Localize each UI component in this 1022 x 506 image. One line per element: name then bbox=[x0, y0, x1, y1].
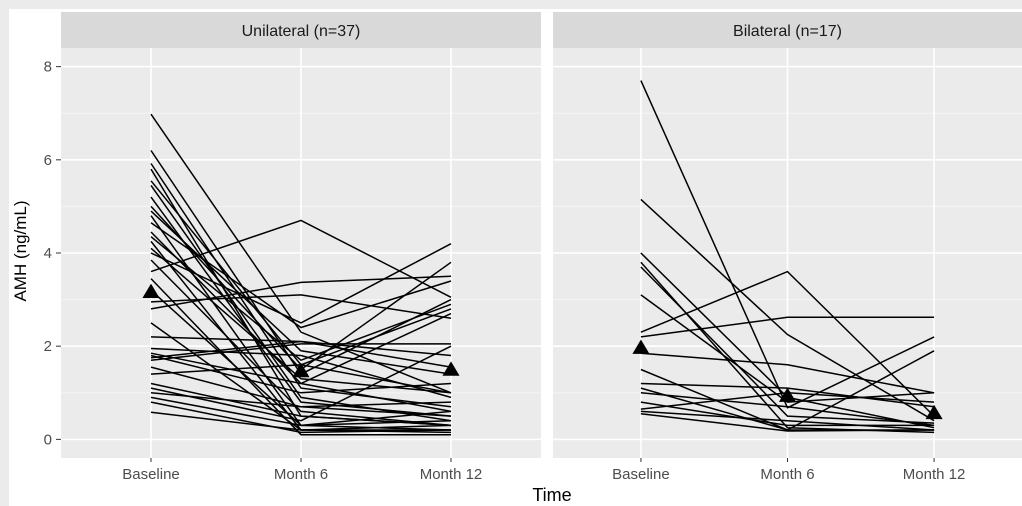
subject-line bbox=[150, 382, 452, 427]
subject-line bbox=[150, 259, 452, 427]
facet-strip bbox=[61, 12, 541, 48]
y-tick-label: 6 bbox=[44, 152, 52, 169]
subject-line bbox=[150, 392, 452, 408]
subject-line bbox=[150, 340, 452, 368]
subject-line bbox=[150, 222, 452, 329]
subject-line bbox=[150, 411, 452, 431]
subject-line bbox=[150, 343, 451, 361]
y-tick-label: 8 bbox=[44, 59, 52, 76]
subject-lines bbox=[640, 80, 935, 434]
subject-lines bbox=[150, 113, 452, 436]
x-tick-label: Month 6 bbox=[274, 466, 328, 483]
subject-line bbox=[150, 247, 452, 394]
x-axis-title: Time bbox=[532, 485, 571, 505]
mean-marker bbox=[778, 387, 797, 402]
subject-line bbox=[640, 266, 935, 424]
subject-line bbox=[150, 219, 452, 298]
y-axis: 0 2 4 6 8 bbox=[44, 59, 61, 448]
subject-line bbox=[150, 275, 452, 310]
mean-marker bbox=[142, 283, 160, 299]
subject-line bbox=[150, 236, 452, 362]
subject-line bbox=[150, 163, 452, 408]
y-axis-title: AMH (ng/mL) bbox=[11, 200, 30, 301]
subject-line bbox=[640, 316, 935, 338]
mean-marker bbox=[632, 339, 650, 354]
subject-line bbox=[150, 354, 452, 394]
subject-line bbox=[640, 410, 935, 431]
y-tick-label: 0 bbox=[44, 431, 52, 448]
subject-line bbox=[640, 350, 935, 431]
subject-line bbox=[150, 401, 452, 434]
mean-marker bbox=[925, 404, 943, 420]
subject-line bbox=[150, 312, 452, 385]
facet-panels: Unilateral (n=37) Baseline Month 6 Month 12… bbox=[61, 12, 1022, 483]
subject-line bbox=[640, 352, 935, 394]
mean-marker bbox=[292, 362, 310, 378]
subject-line bbox=[640, 392, 935, 427]
subject-line bbox=[150, 396, 452, 427]
mean-marker bbox=[442, 361, 460, 376]
y-axis-title-group: AMH (ng/mL) bbox=[11, 200, 30, 301]
subject-line bbox=[640, 198, 935, 422]
facet-strip bbox=[553, 12, 1022, 48]
x-tick-label: Baseline bbox=[122, 466, 180, 483]
panel-2: Bilateral (n=17) Baseline Month 6 Month 12 bbox=[553, 12, 1022, 483]
panel-1: Unilateral (n=37) Baseline Month 6 Month 12 bbox=[61, 12, 541, 483]
facet-strip-label: Bilateral (n=17) bbox=[733, 23, 842, 40]
subject-line bbox=[150, 345, 452, 422]
x-tick-label: Month 6 bbox=[760, 466, 814, 483]
subject-line bbox=[150, 243, 452, 324]
y-tick-label: 4 bbox=[44, 245, 52, 262]
x-tick-label: Month 12 bbox=[903, 466, 966, 483]
subject-line bbox=[640, 270, 935, 417]
subject-line bbox=[150, 113, 452, 394]
y-tick-label: 2 bbox=[44, 338, 52, 355]
subject-line bbox=[640, 401, 935, 427]
subject-line bbox=[640, 80, 935, 409]
x-tick-label: Month 12 bbox=[420, 466, 483, 483]
subject-line bbox=[150, 196, 452, 417]
subject-line bbox=[640, 412, 935, 432]
x-tick-label: Baseline bbox=[612, 466, 670, 483]
facet-strip-label: Unilateral (n=37) bbox=[242, 23, 361, 40]
subject-line bbox=[150, 278, 451, 436]
